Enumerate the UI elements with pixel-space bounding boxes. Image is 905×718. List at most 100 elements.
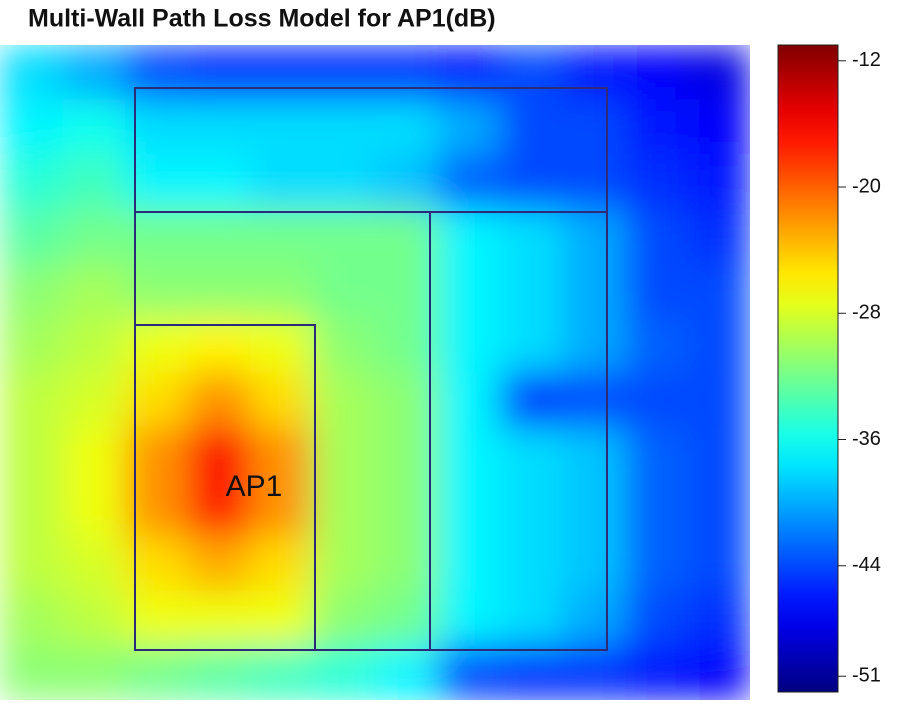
colorbar-tick-label: -28 (852, 302, 881, 324)
colorbar-tick-label: -51 (852, 665, 881, 687)
heat-cell (312, 645, 376, 700)
heat-cell (625, 645, 688, 700)
heat-cell (562, 590, 626, 646)
heat-cell (437, 208, 501, 264)
heat-cell (187, 645, 251, 700)
heat-cell (0, 645, 63, 700)
heat-cell (0, 317, 63, 373)
heat-cell (375, 536, 438, 592)
heat-cell (562, 427, 626, 483)
heat-cell (500, 208, 563, 264)
heat-cell (62, 154, 126, 210)
heat-cell (187, 317, 251, 373)
heat-cell (437, 372, 501, 428)
heat-cell (562, 481, 626, 537)
heat-cell (625, 481, 688, 537)
heat-cell (562, 99, 626, 155)
heat-cell (375, 427, 438, 483)
heat-cell (312, 154, 376, 210)
heat-cell (250, 590, 313, 646)
heat-cell (375, 154, 438, 210)
colorbar-tick-label: -36 (852, 428, 881, 450)
heat-cell (625, 536, 688, 592)
heat-cell (625, 208, 688, 264)
heat-cell (250, 372, 313, 428)
heat-cell (562, 45, 626, 101)
heat-cell (500, 263, 563, 319)
heat-cell (500, 645, 563, 700)
heat-cell (312, 317, 376, 373)
heat-cell (437, 317, 501, 373)
heat-cell (375, 372, 438, 428)
heat-cell (687, 45, 750, 101)
colorbar-tick-label: -12 (852, 49, 881, 71)
heat-cell (250, 263, 313, 319)
heat-cell (500, 99, 563, 155)
heat-cell (562, 208, 626, 264)
heat-cell (0, 590, 63, 646)
heat-cell (500, 372, 563, 428)
heat-cell (312, 427, 376, 483)
heat-cell (687, 536, 750, 592)
colorbar-tick-label: -44 (852, 554, 881, 576)
heat-cell (250, 536, 313, 592)
heat-cell (500, 45, 563, 101)
heat-cell (375, 481, 438, 537)
heat-cell (250, 645, 313, 700)
heat-cell (187, 263, 251, 319)
heat-cell (62, 45, 126, 101)
heat-cell (187, 536, 251, 592)
heat-cell (375, 99, 438, 155)
heat-cell (0, 481, 63, 537)
plot-area (0, 45, 750, 700)
heat-cell (312, 45, 376, 101)
heat-cell (375, 590, 438, 646)
heat-cell (562, 536, 626, 592)
heat-cell (125, 645, 188, 700)
heat-cell (62, 208, 126, 264)
heat-cell (625, 154, 688, 210)
heat-cell (500, 427, 563, 483)
heat-cell (0, 154, 63, 210)
heat-cell (250, 208, 313, 264)
heat-cell (187, 154, 251, 210)
heat-cell (0, 536, 63, 592)
heat-cell (500, 590, 563, 646)
heat-cell (187, 208, 251, 264)
heat-cell (375, 645, 438, 700)
heat-cell (687, 263, 750, 319)
heat-cell (687, 427, 750, 483)
heat-cell (500, 154, 563, 210)
colorbar-tick-label: -20 (852, 175, 881, 197)
heat-cell (625, 317, 688, 373)
heat-cell (250, 481, 313, 537)
heat-cell (62, 481, 126, 537)
heat-cell (62, 99, 126, 155)
heat-cell (437, 263, 501, 319)
annotation: AP1 (226, 470, 283, 503)
heat-cell (562, 263, 626, 319)
heat-cell (250, 154, 313, 210)
heat-cell (625, 99, 688, 155)
heat-cell (187, 590, 251, 646)
heat-cell (687, 645, 750, 700)
heat-cell (687, 208, 750, 264)
heat-cell (62, 372, 126, 428)
heat-cell (250, 45, 313, 101)
heat-cell (0, 45, 63, 101)
heat-cell (687, 481, 750, 537)
heat-cell (625, 263, 688, 319)
heat-cell (687, 317, 750, 373)
heat-cell (0, 372, 63, 428)
heat-cell (500, 536, 563, 592)
heat-cell (625, 372, 688, 428)
heat-cell (375, 263, 438, 319)
heat-cell (62, 427, 126, 483)
heat-cell (437, 427, 501, 483)
inner-wall (134, 324, 316, 651)
heat-cell (0, 263, 63, 319)
heat-cell (437, 99, 501, 155)
heat-cell (687, 590, 750, 646)
heat-cell (312, 208, 376, 264)
